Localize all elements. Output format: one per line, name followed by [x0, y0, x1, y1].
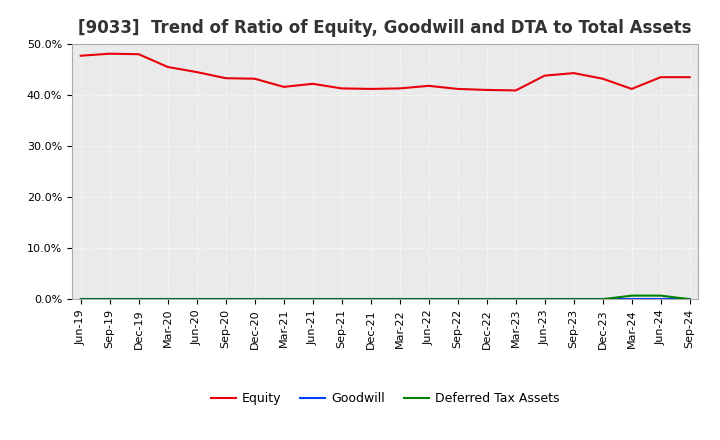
- Goodwill: [541, 297, 549, 302]
- Goodwill: [251, 297, 259, 302]
- Equity: [163, 64, 172, 70]
- Goodwill: [163, 297, 172, 302]
- Deferred Tax Assets: [395, 297, 404, 302]
- Title: [9033]  Trend of Ratio of Equity, Goodwill and DTA to Total Assets: [9033] Trend of Ratio of Equity, Goodwil…: [78, 19, 692, 37]
- Goodwill: [192, 297, 201, 302]
- Goodwill: [454, 297, 462, 302]
- Deferred Tax Assets: [570, 297, 578, 302]
- Equity: [279, 84, 288, 89]
- Equity: [338, 86, 346, 91]
- Deferred Tax Assets: [105, 297, 114, 302]
- Equity: [511, 88, 520, 93]
- Goodwill: [308, 297, 317, 302]
- Goodwill: [76, 297, 85, 302]
- Deferred Tax Assets: [627, 293, 636, 298]
- Deferred Tax Assets: [598, 297, 607, 302]
- Deferred Tax Assets: [541, 297, 549, 302]
- Equity: [105, 51, 114, 56]
- Deferred Tax Assets: [338, 297, 346, 302]
- Equity: [76, 53, 85, 59]
- Goodwill: [685, 297, 694, 302]
- Goodwill: [105, 297, 114, 302]
- Equity: [627, 86, 636, 92]
- Equity: [251, 76, 259, 81]
- Deferred Tax Assets: [76, 297, 85, 302]
- Goodwill: [511, 297, 520, 302]
- Equity: [424, 83, 433, 88]
- Deferred Tax Assets: [424, 297, 433, 302]
- Equity: [308, 81, 317, 86]
- Equity: [657, 74, 665, 80]
- Goodwill: [395, 297, 404, 302]
- Goodwill: [279, 297, 288, 302]
- Equity: [570, 70, 578, 76]
- Deferred Tax Assets: [308, 297, 317, 302]
- Deferred Tax Assets: [657, 293, 665, 298]
- Equity: [192, 70, 201, 75]
- Goodwill: [135, 297, 143, 302]
- Goodwill: [424, 297, 433, 302]
- Deferred Tax Assets: [192, 297, 201, 302]
- Goodwill: [338, 297, 346, 302]
- Equity: [366, 86, 375, 92]
- Equity: [221, 76, 230, 81]
- Deferred Tax Assets: [221, 297, 230, 302]
- Equity: [598, 76, 607, 81]
- Deferred Tax Assets: [163, 297, 172, 302]
- Equity: [135, 51, 143, 57]
- Equity: [541, 73, 549, 78]
- Goodwill: [627, 297, 636, 302]
- Goodwill: [570, 297, 578, 302]
- Deferred Tax Assets: [685, 297, 694, 302]
- Deferred Tax Assets: [454, 297, 462, 302]
- Equity: [482, 87, 491, 92]
- Goodwill: [482, 297, 491, 302]
- Deferred Tax Assets: [366, 297, 375, 302]
- Goodwill: [366, 297, 375, 302]
- Goodwill: [657, 297, 665, 302]
- Equity: [395, 86, 404, 91]
- Equity: [454, 86, 462, 92]
- Line: Deferred Tax Assets: Deferred Tax Assets: [81, 296, 690, 299]
- Goodwill: [598, 297, 607, 302]
- Deferred Tax Assets: [251, 297, 259, 302]
- Deferred Tax Assets: [135, 297, 143, 302]
- Deferred Tax Assets: [279, 297, 288, 302]
- Line: Equity: Equity: [81, 54, 690, 91]
- Equity: [685, 74, 694, 80]
- Deferred Tax Assets: [511, 297, 520, 302]
- Goodwill: [221, 297, 230, 302]
- Deferred Tax Assets: [482, 297, 491, 302]
- Legend: Equity, Goodwill, Deferred Tax Assets: Equity, Goodwill, Deferred Tax Assets: [206, 387, 564, 410]
